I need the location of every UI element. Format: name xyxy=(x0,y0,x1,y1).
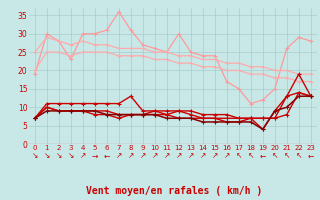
Text: ←: ← xyxy=(260,152,266,160)
Text: ↗: ↗ xyxy=(212,152,218,160)
Text: ←: ← xyxy=(308,152,314,160)
Text: ↗: ↗ xyxy=(140,152,146,160)
Text: ↗: ↗ xyxy=(80,152,86,160)
Text: ↖: ↖ xyxy=(284,152,290,160)
Text: ↘: ↘ xyxy=(44,152,50,160)
Text: ↘: ↘ xyxy=(68,152,74,160)
Text: ↗: ↗ xyxy=(200,152,206,160)
Text: ↗: ↗ xyxy=(188,152,194,160)
Text: ↗: ↗ xyxy=(164,152,170,160)
Text: ↗: ↗ xyxy=(116,152,122,160)
Text: ↘: ↘ xyxy=(32,152,38,160)
Text: ↖: ↖ xyxy=(296,152,302,160)
Text: ↗: ↗ xyxy=(176,152,182,160)
Text: ↖: ↖ xyxy=(272,152,278,160)
Text: ↖: ↖ xyxy=(236,152,242,160)
Text: ↖: ↖ xyxy=(248,152,254,160)
Text: ↘: ↘ xyxy=(56,152,62,160)
Text: ↗: ↗ xyxy=(152,152,158,160)
Text: ↗: ↗ xyxy=(224,152,230,160)
Text: ↗: ↗ xyxy=(128,152,134,160)
Text: Vent moyen/en rafales ( km/h ): Vent moyen/en rafales ( km/h ) xyxy=(86,186,262,196)
Text: →: → xyxy=(92,152,98,160)
Text: ←: ← xyxy=(104,152,110,160)
